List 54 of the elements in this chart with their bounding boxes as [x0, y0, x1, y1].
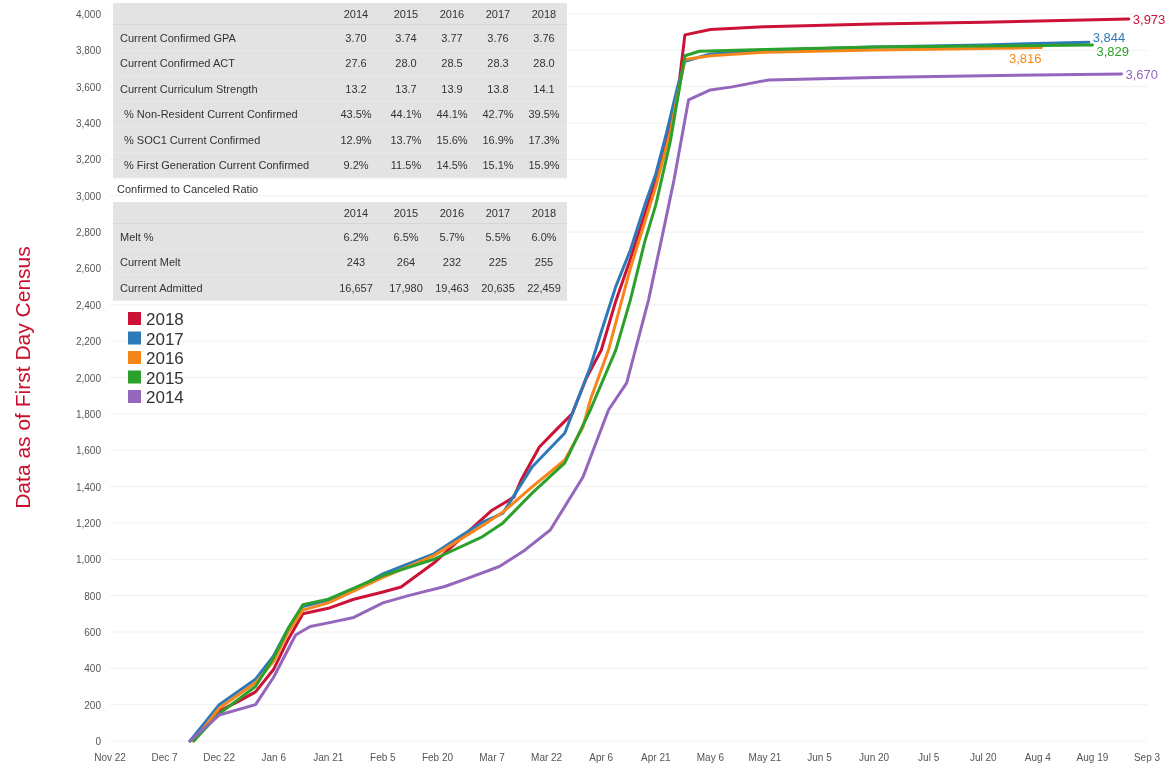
y-tick-label: 3,800: [75, 45, 102, 57]
annotation: Confirmed to Canceled Ratio: [117, 183, 259, 195]
legend-label: 2014: [146, 388, 184, 407]
x-tick-label: Jun 5: [807, 752, 833, 763]
y-tick-label: 1,800: [75, 408, 102, 420]
y-tick-label: 800: [84, 590, 102, 602]
x-tick-label: Mar 22: [531, 752, 563, 763]
y-tick-label: 600: [84, 626, 102, 638]
x-tick-label: Aug 19: [1076, 752, 1109, 763]
x-tick-label: Dec 22: [203, 752, 236, 763]
y-tick-label: 200: [84, 699, 102, 711]
y-tick-label: 3,600: [75, 81, 102, 93]
x-tick-label: Feb 20: [421, 752, 454, 763]
x-tick-label: Jul 20: [969, 752, 998, 763]
x-tick-label: Apr 6: [589, 752, 614, 763]
x-tick-label: Apr 21: [641, 752, 671, 763]
table-panel: 2014 2015 2016 2017 2018 Current Confirmed GPA 3.70 3.74 3.77 3.76 3.76 Current Confirmed ACT 27.6 28.0 28.5 28.3 28.0 Current Curriculum Strength 13.2 13.7 13.9 13.8 14.1 % Non-Resident Current Confirmed 43.5% 44.1% 44.1% 42.7% 39.5% % SOC1 Current Confirmed 12.9% 13.7% 15.6% 16.9% 17.3% % First Generation Current Confirmed 9.2% 11.5% 14.5% 15.1% 15.9% Confirmed to Canceled Ratio 2014 2015 2016 2017 2018 Melt % 6.2% 6.5% 5.7% 5.5% 6.0% Current Melt 243 264 232 225 255 Current Admitted 16,657 17,980 19,463 20,635 22,459: [112, 3, 568, 301]
y-tick-label: 3,400: [75, 118, 102, 130]
legend-label: 2016: [146, 349, 184, 368]
data-label: 3,844: [1092, 29, 1126, 45]
y-tick-label: 1,400: [75, 481, 102, 493]
y-tick-label: 4,000: [75, 9, 102, 20]
y-tick-label: 2,200: [75, 336, 102, 348]
x-tick-label: Jun 20: [859, 752, 890, 763]
data-label: 3,829: [1096, 43, 1129, 59]
data-label: 3,973: [1132, 11, 1166, 27]
y-tick-label: 1,200: [75, 517, 102, 529]
legend-label: 2015: [146, 368, 184, 388]
x-tick-label: Jan 21: [313, 752, 344, 763]
x-tick-label: Nov 22: [94, 752, 127, 763]
legend-label: 2017: [146, 329, 184, 349]
x-tick-label: Aug 4: [1024, 752, 1052, 763]
y-tick-label: 0: [95, 736, 102, 747]
y-tick-label: 1,600: [75, 445, 102, 457]
x-tick-label: Jan 6: [261, 752, 287, 763]
x-tick-label: Mar 7: [479, 752, 506, 763]
x-tick-label: May 6: [696, 752, 725, 763]
y-tick-label: 2,800: [75, 227, 102, 239]
x-tick-label: Sep 3: [1133, 752, 1161, 763]
x-tick-label: Dec 7: [151, 752, 179, 763]
data-label: 3,670: [1125, 66, 1159, 82]
y-tick-label: 400: [84, 663, 102, 675]
y-tick-label: 3,200: [75, 154, 102, 166]
legend-label: 2018: [146, 310, 184, 329]
y-tick-label: 2,000: [75, 372, 102, 384]
x-tick-label: Feb 5: [370, 752, 397, 763]
data-label: 3,816: [1008, 51, 1042, 67]
y-tick-label: 2,400: [75, 299, 102, 311]
x-tick-label: Jul 5: [918, 752, 940, 763]
y-tick-label: 2,600: [75, 263, 102, 275]
y-axis-title: Data as of First Day Census: [11, 246, 34, 509]
x-tick-label: May 21: [748, 752, 782, 763]
y-tick-label: 1,000: [75, 554, 102, 566]
y-tick-label: 3,000: [75, 190, 102, 202]
